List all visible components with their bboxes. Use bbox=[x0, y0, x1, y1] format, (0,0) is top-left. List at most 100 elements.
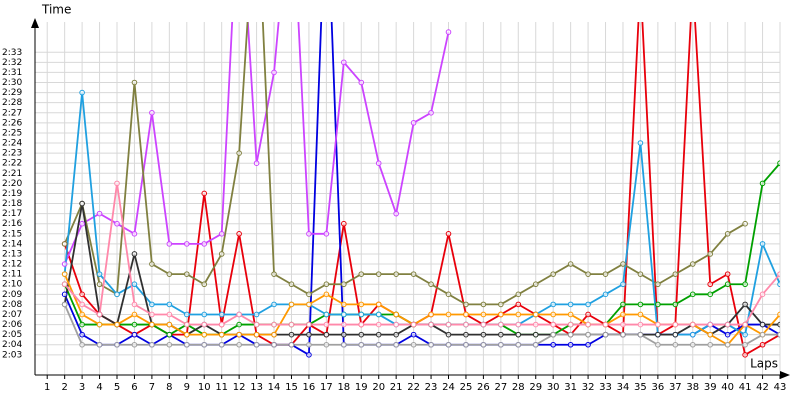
point bbox=[131, 321, 138, 328]
y-axis-arrow bbox=[31, 18, 39, 28]
point bbox=[463, 321, 469, 328]
point bbox=[201, 341, 208, 348]
point bbox=[515, 331, 522, 338]
y-tick-label: 2:20 bbox=[2, 179, 22, 189]
point bbox=[550, 331, 556, 338]
point bbox=[79, 331, 85, 338]
point bbox=[515, 311, 522, 318]
point bbox=[166, 341, 173, 348]
point bbox=[410, 321, 417, 328]
point bbox=[288, 281, 295, 288]
x-tick-label: 26 bbox=[477, 382, 490, 393]
y-tick-label: 2:24 bbox=[2, 139, 22, 149]
point bbox=[498, 301, 504, 308]
point bbox=[149, 311, 155, 318]
point bbox=[724, 231, 731, 237]
point bbox=[358, 301, 365, 308]
point bbox=[620, 311, 626, 318]
point bbox=[79, 200, 85, 207]
point bbox=[79, 341, 85, 348]
x-tick-label: 19 bbox=[355, 382, 368, 393]
x-tick-label: 14 bbox=[268, 382, 281, 393]
point bbox=[759, 180, 766, 187]
point bbox=[428, 281, 434, 288]
point bbox=[149, 261, 155, 267]
point bbox=[131, 231, 138, 237]
y-tick-label: 2:04 bbox=[2, 340, 22, 350]
point bbox=[341, 301, 347, 308]
x-tick-label: 21 bbox=[390, 382, 403, 393]
point bbox=[742, 331, 748, 338]
point bbox=[689, 341, 696, 348]
x-tick-label: 32 bbox=[582, 382, 595, 393]
point bbox=[253, 331, 260, 338]
point bbox=[166, 321, 173, 328]
x-tick-label: 15 bbox=[285, 382, 298, 393]
point bbox=[672, 301, 679, 308]
x-tick-label: 38 bbox=[686, 382, 699, 393]
point bbox=[777, 271, 780, 277]
y-tick-label: 2:23 bbox=[2, 149, 22, 159]
y-tick-label: 2:16 bbox=[2, 219, 22, 229]
x-tick-label: 30 bbox=[547, 382, 560, 393]
point bbox=[445, 331, 452, 338]
point bbox=[777, 281, 780, 288]
x-tick-label: 25 bbox=[460, 382, 473, 393]
point bbox=[306, 291, 312, 298]
point bbox=[131, 301, 138, 308]
point bbox=[410, 120, 417, 126]
point bbox=[742, 352, 748, 358]
point bbox=[79, 220, 85, 227]
point bbox=[724, 281, 731, 288]
point bbox=[218, 331, 225, 338]
x-tick-label: 5 bbox=[114, 382, 120, 393]
point bbox=[323, 291, 330, 298]
point bbox=[253, 160, 260, 166]
point bbox=[759, 341, 766, 348]
y-tick-label: 2:07 bbox=[2, 310, 22, 320]
point bbox=[375, 321, 382, 328]
point bbox=[724, 331, 731, 338]
point bbox=[742, 220, 748, 227]
point bbox=[515, 291, 522, 298]
point bbox=[428, 109, 434, 116]
point bbox=[759, 331, 766, 338]
x-tick-label: 43 bbox=[774, 382, 787, 393]
point bbox=[532, 341, 539, 348]
point bbox=[689, 331, 696, 338]
x-tick-label: 16 bbox=[303, 382, 316, 393]
point bbox=[96, 311, 103, 318]
plot-area bbox=[61, 22, 780, 358]
point bbox=[79, 311, 85, 318]
point bbox=[341, 321, 347, 328]
point bbox=[183, 271, 190, 277]
point bbox=[323, 311, 330, 318]
point bbox=[655, 321, 661, 328]
point bbox=[323, 281, 330, 288]
x-tick-label: 4 bbox=[96, 382, 102, 393]
point bbox=[672, 271, 679, 277]
point bbox=[218, 321, 225, 328]
point bbox=[707, 281, 714, 288]
point bbox=[463, 311, 469, 318]
point bbox=[218, 251, 225, 257]
point bbox=[201, 241, 208, 247]
point bbox=[410, 341, 417, 348]
point bbox=[759, 291, 766, 298]
x-tick-label: 9 bbox=[184, 382, 190, 393]
x-tick-label: 23 bbox=[425, 382, 438, 393]
point bbox=[724, 341, 731, 348]
point bbox=[515, 301, 522, 308]
point bbox=[759, 241, 766, 247]
point bbox=[498, 331, 504, 338]
point bbox=[166, 301, 173, 308]
point bbox=[637, 140, 644, 146]
point bbox=[358, 331, 365, 338]
point bbox=[114, 220, 120, 227]
x-tick-label: 36 bbox=[652, 382, 665, 393]
point bbox=[166, 331, 173, 338]
x-tick-label: 17 bbox=[320, 382, 333, 393]
point bbox=[271, 321, 277, 328]
point bbox=[567, 301, 574, 308]
x-tick-label: 39 bbox=[704, 382, 717, 393]
